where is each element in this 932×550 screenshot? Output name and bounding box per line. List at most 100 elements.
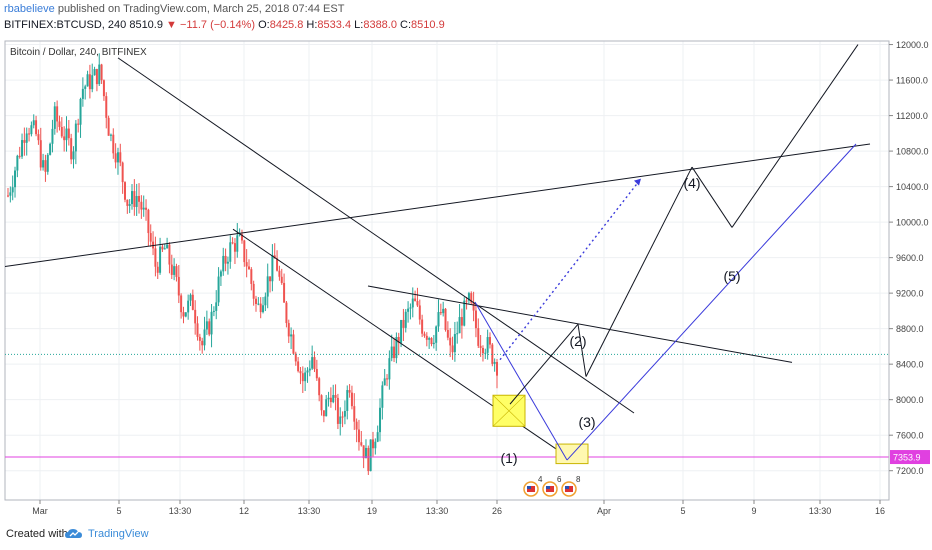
candle-body (84, 86, 87, 89)
candle-body (166, 244, 169, 249)
candle-body (332, 394, 335, 403)
candle-body (77, 123, 80, 125)
y-tick-label: 10800.0 (896, 147, 929, 157)
trendline-flat-resistance (367, 285, 793, 363)
last-price: 8510.9 (129, 19, 163, 31)
price-lines: 7353.9 (5, 353, 930, 465)
candle-body (37, 134, 40, 141)
x-tick-label: 5 (116, 506, 121, 516)
candle-body (212, 310, 215, 312)
candle-body (58, 121, 61, 127)
candle-body (60, 126, 63, 137)
wave-label: (2) (569, 333, 586, 349)
event-badge[interactable]: 8 (561, 475, 581, 497)
candle-body (374, 441, 377, 449)
candle-body (430, 338, 433, 345)
candle-body (264, 296, 267, 306)
plot-frame (4, 40, 890, 501)
candle-body (407, 308, 410, 312)
trendline-rising-resistance (4, 143, 871, 267)
x-tick-label: 13:30 (298, 506, 321, 516)
candle-body (446, 329, 449, 338)
event-badge[interactable]: 4 (523, 475, 543, 497)
candle-body (315, 369, 318, 379)
candle-body (70, 138, 73, 160)
candle-body (168, 244, 171, 265)
candle-body (439, 312, 442, 314)
candle-body (425, 335, 428, 340)
open-value: 8425.8 (269, 19, 304, 31)
candle-body (488, 337, 491, 345)
candles (7, 53, 498, 475)
candle-body (201, 340, 204, 346)
candle-body (435, 326, 438, 343)
event-badge-count: 8 (576, 475, 581, 484)
candle-body (161, 246, 164, 250)
candle-body (191, 294, 194, 310)
candle-body (32, 120, 35, 126)
price-change: ▼ −11.7 (−0.14%) (166, 19, 256, 31)
x-tick-label: 9 (751, 506, 756, 516)
symbol: BITFINEX:BTCUSD, 240 (4, 19, 127, 31)
candle-body (444, 308, 447, 330)
candle-body (280, 276, 283, 283)
candle-body (259, 303, 262, 313)
event-badge[interactable]: 6 (542, 475, 562, 497)
wave-label: (1) (500, 450, 517, 466)
candle-body (297, 361, 300, 372)
candle-body (299, 371, 302, 374)
candle-body (318, 378, 321, 396)
candle-body (269, 276, 272, 282)
candle-body (86, 74, 89, 87)
candle-body (39, 140, 42, 168)
y-tick-label: 12000.0 (896, 40, 929, 50)
candle-body (453, 334, 456, 353)
candle-body (100, 64, 103, 81)
candle-body (219, 271, 222, 277)
candle-body (341, 416, 344, 418)
y-tick-label: 9200.0 (896, 289, 924, 299)
candle-body (257, 303, 260, 305)
candle-body (109, 134, 112, 136)
candle-body (442, 308, 445, 314)
chart-title: Bitcoin / Dollar, 240, BITFINEX (10, 47, 147, 58)
candle-body (411, 298, 414, 308)
candle-body (138, 195, 141, 202)
low-value: 8388.0 (363, 19, 397, 31)
candle-body (357, 429, 360, 443)
x-tick-label: 16 (875, 506, 885, 516)
candle-body (367, 447, 370, 472)
candle-body (400, 319, 403, 343)
author-link[interactable]: rbabelieve (4, 3, 55, 15)
candle-body (336, 397, 339, 424)
x-tick-label: 5 (680, 506, 685, 516)
event-badges[interactable]: 4 6 8 (523, 475, 581, 497)
price-chart[interactable]: Bitcoin / Dollar, 240, BITFINEX 7353.9 (… (0, 36, 932, 520)
candle-body (79, 98, 82, 125)
candle-body (187, 300, 190, 313)
candle-body (163, 248, 166, 250)
candle-body (217, 276, 220, 303)
candle-body (379, 407, 382, 433)
candle-body (472, 302, 475, 311)
candle-body (386, 378, 389, 380)
candle-body (135, 195, 138, 207)
trendline-lower-descending (232, 228, 576, 463)
y-tick-label: 11200.0 (896, 111, 928, 121)
tradingview-link[interactable]: TradingView (88, 528, 149, 540)
tradingview-cloud-icon (65, 529, 82, 538)
publish-text: published on TradingView.com, March 25, … (54, 3, 345, 15)
close-value: 8510.9 (411, 19, 445, 31)
y-tick-label: 9600.0 (896, 253, 924, 263)
high-value: 8533.4 (317, 19, 352, 31)
candle-body (28, 133, 31, 135)
blue-projection-down (474, 301, 568, 461)
candle-body (451, 345, 454, 353)
candle-body (140, 201, 143, 210)
candle-body (477, 328, 480, 346)
y-tick-label: 11600.0 (896, 76, 928, 86)
dotted-arrow-head (634, 178, 641, 186)
blue-dotted-projection (499, 178, 642, 361)
candle-body (210, 311, 213, 335)
elliott-wave-segment (585, 166, 693, 377)
